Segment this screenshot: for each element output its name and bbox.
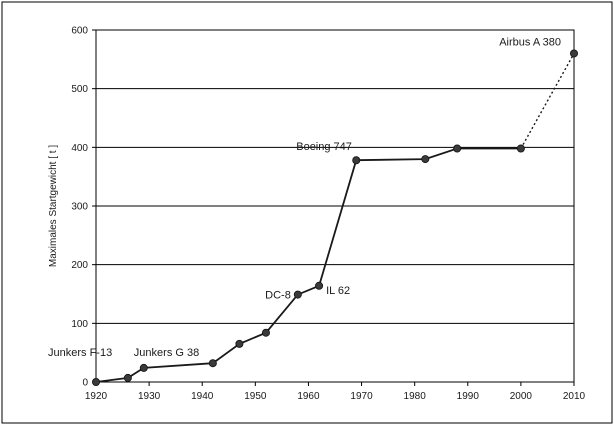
data-point [235,339,244,348]
x-tick-label: 2010 [563,391,586,402]
grid-lines [96,29,574,383]
annotation-label: DC-8 [265,290,291,302]
annotation-label: Airbus A 380 [499,36,561,48]
data-point [516,144,525,153]
axes: 0 100 200 300 400 500 600 1920 1930 1940 1950 1960 1… [71,26,585,403]
data-point [293,290,302,299]
series-line-dotted [520,53,575,149]
data-markers [92,49,579,386]
annotation-label: Junkers F-13 [48,347,112,359]
data-point [208,359,217,368]
data-point [92,377,101,386]
y-tick-label: 200 [71,260,88,271]
x-tick-label: 1970 [350,391,373,402]
data-point [139,363,148,372]
data-point [261,328,270,337]
x-tick-label: 1980 [404,391,427,402]
data-point [421,155,430,164]
data-point [123,373,132,382]
y-tick-label: 600 [71,26,88,37]
y-tick-label: 0 [82,378,88,389]
x-tick-label: 2000 [510,391,533,402]
y-tick-label: 300 [71,202,88,213]
data-point [315,281,324,290]
data-point [570,49,579,58]
x-tick-label: 1990 [457,391,480,402]
annotation-label: IL 62 [326,285,350,297]
x-tick-label: 1940 [191,391,214,402]
x-tick-label: 1950 [244,391,267,402]
y-tick-label: 100 [71,319,88,330]
y-tick-label: 400 [71,143,88,154]
y-axis-label: Maximales Startgewicht [ t ] [48,145,59,267]
x-tick-label: 1960 [297,391,320,402]
annotations: Junkers F-13 Junkers G 38 DC-8 IL 62 Boeing … [48,36,561,359]
annotation-label: Junkers G 38 [134,347,199,359]
annotation-label: Boeing 747 [296,141,352,153]
y-tick-label: 500 [71,84,88,95]
data-point [453,144,462,153]
data-point [352,156,361,165]
x-tick-label: 1920 [85,391,108,402]
x-tick-label: 1930 [138,391,161,402]
